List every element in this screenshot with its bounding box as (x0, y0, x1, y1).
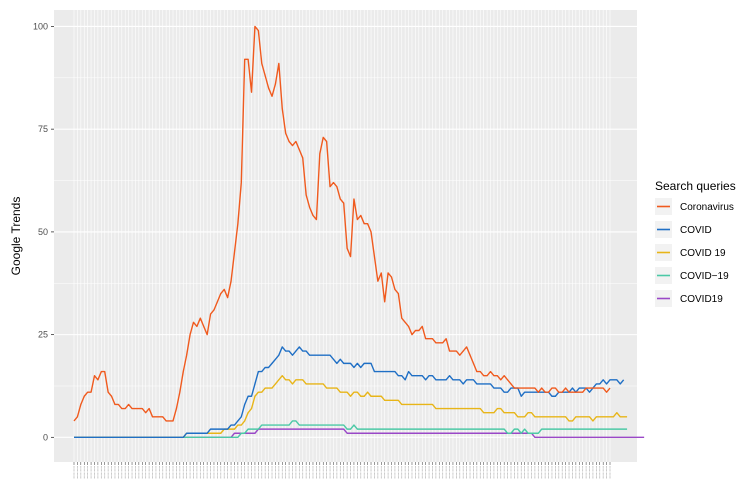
legend-title: Search queries (655, 179, 736, 193)
legend-label: COVID19 (680, 294, 723, 305)
legend-item: COVID 19 (655, 244, 726, 261)
legend-label: Coronavirus (680, 202, 734, 213)
legend-label: COVID−19 (680, 271, 729, 282)
y-axis: 0 25 50 75 100 (33, 21, 54, 442)
y-tick-label: 50 (38, 227, 48, 237)
y-tick-label: 25 (38, 330, 48, 340)
legend-item: COVID−19 (655, 267, 729, 284)
legend-item: COVID19 (655, 290, 723, 307)
y-tick-label: 75 (38, 124, 48, 134)
series-line-covid (74, 346, 625, 439)
y-tick-label: 100 (33, 21, 48, 31)
legend-item: COVID (655, 221, 712, 238)
grid-layer (54, 10, 637, 462)
legend-label: COVID 19 (680, 248, 726, 259)
legend-label: COVID (680, 225, 712, 236)
legend-items: Coronavirus COVID COVID 19 COVID−19 COVID19 (655, 198, 734, 307)
series-line-coronavirus (73, 25, 611, 422)
y-axis-title: Google Trends (9, 197, 23, 276)
series-layer (73, 25, 645, 439)
x-axis-ticks (73, 462, 611, 479)
y-tick-label: 0 (43, 432, 48, 442)
legend-item: Coronavirus (655, 198, 734, 215)
